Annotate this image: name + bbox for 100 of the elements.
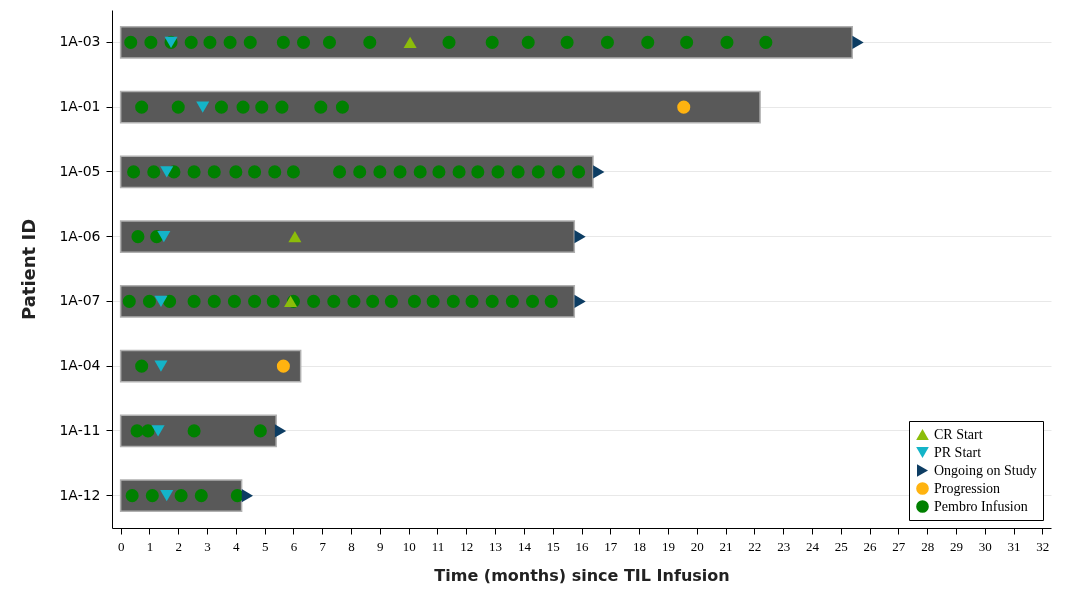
point	[680, 35, 694, 49]
x-tick-label: 17	[604, 538, 618, 554]
point	[574, 294, 586, 308]
point	[207, 294, 221, 308]
point	[677, 100, 691, 114]
x-tick-label: 9	[377, 538, 384, 554]
point	[268, 165, 282, 179]
point	[135, 100, 149, 114]
x-tick-label: 0	[117, 538, 125, 554]
point	[407, 294, 421, 308]
point	[720, 35, 734, 49]
point	[248, 294, 262, 308]
x-tick-label: 3	[204, 538, 211, 554]
legend-label: CR Start	[934, 426, 983, 442]
point	[307, 294, 321, 308]
point	[203, 35, 217, 49]
y-tick-label: 1A-03	[59, 33, 101, 50]
x-tick-label: 24	[805, 538, 820, 554]
x-tick-label: 7	[319, 538, 327, 554]
point	[241, 489, 254, 503]
x-tick-label: 5	[261, 538, 269, 554]
legend-label: Progression	[934, 480, 1001, 496]
point	[276, 35, 290, 49]
bar	[119, 90, 761, 124]
bar	[119, 220, 576, 253]
legend-label: PR Start	[934, 444, 982, 460]
point	[452, 165, 466, 179]
point	[852, 35, 864, 49]
x-tick-label: 4	[233, 538, 241, 554]
point	[366, 294, 380, 308]
point	[297, 35, 311, 49]
point	[214, 100, 228, 114]
point	[432, 165, 446, 179]
point	[171, 100, 185, 114]
point	[125, 489, 139, 503]
point	[223, 35, 237, 49]
point	[187, 424, 201, 438]
x-tick-label: 2	[175, 538, 182, 554]
point	[333, 165, 347, 179]
point	[442, 35, 456, 49]
point	[160, 166, 174, 178]
point	[593, 165, 605, 179]
point	[135, 359, 149, 373]
point	[187, 165, 201, 179]
legend-label: Ongoing on Study	[934, 462, 1037, 478]
x-tick-label: 26	[863, 538, 878, 554]
point	[243, 35, 257, 49]
point	[446, 294, 460, 308]
point	[288, 230, 302, 243]
point	[160, 489, 174, 502]
point	[413, 165, 427, 179]
x-tick-label: 12	[460, 538, 474, 554]
x-tick-label: 32	[1036, 538, 1050, 554]
point	[526, 294, 540, 308]
point	[521, 35, 535, 49]
point	[347, 294, 361, 308]
point	[560, 35, 574, 49]
point	[600, 35, 614, 49]
y-tick-label: 1A-01	[59, 98, 101, 115]
x-tick-label: 14	[517, 538, 532, 554]
point	[531, 165, 545, 179]
x-tick-label: 13	[489, 538, 503, 554]
point	[141, 424, 155, 438]
x-tick-label: 21	[719, 538, 733, 554]
point	[505, 294, 519, 308]
x-tick-label: 6	[290, 538, 298, 554]
point	[353, 165, 367, 179]
point	[286, 165, 300, 179]
point	[426, 294, 440, 308]
point	[174, 489, 188, 503]
point	[248, 165, 262, 179]
y-tick-label: 1A-05	[59, 162, 101, 179]
point	[229, 165, 243, 179]
point	[335, 100, 349, 114]
point	[373, 165, 387, 179]
point	[157, 230, 171, 243]
point	[641, 35, 655, 49]
bar	[119, 349, 302, 383]
point	[393, 165, 407, 179]
point	[207, 165, 221, 179]
x-tick-label: 15	[546, 538, 560, 554]
x-tick-label: 18	[633, 538, 647, 554]
point	[144, 35, 158, 49]
point	[154, 360, 168, 372]
point	[255, 100, 269, 114]
point	[194, 489, 208, 503]
x-tick-label: 20	[690, 538, 704, 554]
point	[276, 359, 290, 373]
point	[196, 101, 210, 113]
point	[151, 425, 165, 437]
point	[759, 35, 773, 49]
x-tick-label: 8	[348, 538, 355, 554]
point	[544, 294, 558, 308]
point	[491, 165, 505, 179]
point	[471, 165, 485, 179]
point	[122, 294, 136, 308]
y-axis-title: Patient ID	[18, 218, 40, 321]
y-tick-label: 1A-12	[59, 486, 101, 503]
point	[236, 100, 250, 114]
point	[253, 424, 267, 438]
